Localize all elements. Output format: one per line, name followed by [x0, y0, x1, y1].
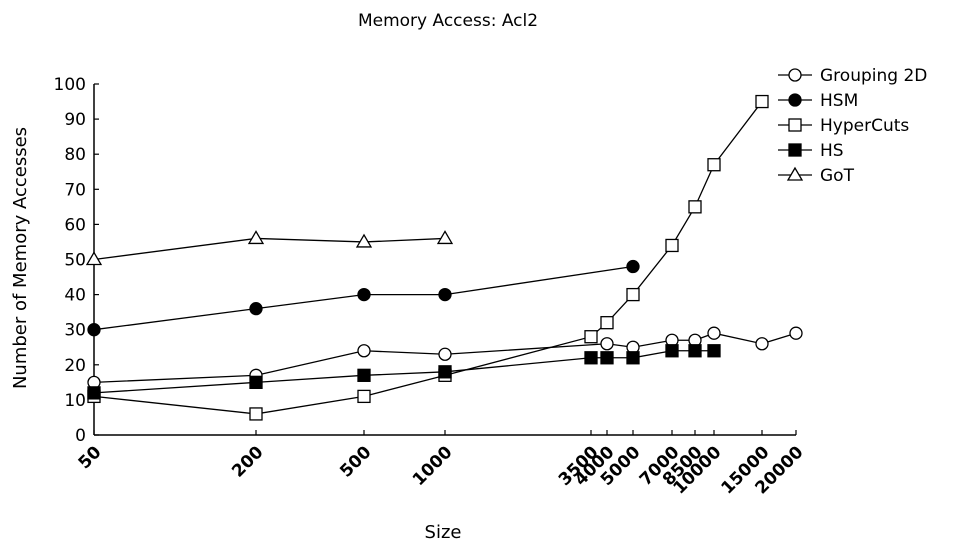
data-point [357, 287, 371, 302]
data-point [626, 351, 640, 365]
y-tick-label: 10 [64, 391, 86, 411]
y-axis-title: Number of Memory Accesses [10, 127, 31, 389]
legend-label: HyperCuts [820, 116, 909, 136]
series-got [85, 230, 454, 266]
x-tick-label: 200 [228, 442, 267, 481]
data-point [665, 344, 679, 358]
x-tick-label: 500 [336, 442, 375, 481]
y-tick-label: 20 [64, 356, 86, 376]
legend-label: HS [820, 141, 844, 161]
data-point [584, 351, 598, 365]
legend-marker [788, 118, 802, 132]
legend: Grouping 2D HSM HyperCuts HS GoT [778, 66, 927, 186]
y-tick-label: 0 [75, 426, 86, 446]
data-point [357, 368, 371, 382]
series-hsm [87, 259, 640, 337]
chart-title: Memory Access: Acl2 [358, 11, 538, 31]
data-point [626, 259, 640, 274]
series-hypercuts [87, 94, 769, 421]
legend-marker [788, 93, 802, 107]
data-point [707, 158, 721, 172]
y-tick-label: 30 [64, 321, 86, 341]
data-point [85, 251, 103, 266]
data-point [707, 344, 721, 358]
data-point [584, 330, 598, 344]
series-layer [85, 94, 803, 421]
y-tick-label: 70 [64, 180, 86, 200]
series-line [93, 101, 763, 415]
data-point [600, 316, 614, 330]
data-point [600, 337, 614, 351]
legend-item-got: GoT [778, 166, 855, 186]
legend-label: GoT [820, 166, 855, 186]
data-point [665, 238, 679, 253]
y-tick-label: 40 [64, 286, 86, 306]
data-point [438, 287, 452, 302]
y-tick-label: 50 [64, 251, 86, 271]
y-tick-label: 80 [64, 145, 86, 165]
data-point [87, 323, 101, 337]
legend-item-hs: HS [778, 141, 844, 161]
legend-marker [786, 166, 804, 181]
data-point [688, 200, 702, 214]
legend-marker [788, 68, 802, 82]
legend-item-hypercuts: HyperCuts [778, 116, 909, 136]
data-point [357, 344, 371, 358]
x-tick-label: 50 [75, 442, 106, 473]
data-point [438, 347, 452, 361]
data-point [249, 407, 263, 421]
data-point [355, 233, 373, 248]
data-point [600, 351, 614, 365]
data-point [707, 326, 721, 340]
data-point [688, 344, 702, 358]
data-point [357, 389, 371, 404]
data-point [249, 375, 263, 390]
y-tick-label: 60 [64, 215, 86, 235]
y-tick-label: 100 [54, 75, 86, 95]
legend-label: HSM [820, 91, 858, 111]
y-tick-label: 90 [64, 110, 86, 130]
legend-item-grouping-2d: Grouping 2D [778, 66, 927, 86]
series-line [93, 237, 446, 261]
data-point [249, 301, 263, 316]
x-axis-title: Size [425, 522, 462, 543]
x-tick-label: 1000 [409, 442, 457, 490]
legend-marker [788, 143, 802, 157]
data-point [626, 287, 640, 302]
series-grouping-2d [87, 326, 803, 390]
data-point [436, 230, 454, 245]
data-point [755, 94, 769, 109]
data-point [247, 230, 265, 245]
series-hs [87, 344, 721, 400]
legend-item-hsm: HSM [778, 91, 858, 111]
data-point [789, 326, 803, 340]
data-point [438, 365, 452, 379]
data-point [755, 337, 769, 351]
legend-label: Grouping 2D [820, 66, 927, 86]
data-point [87, 386, 101, 400]
series-line [93, 350, 714, 394]
